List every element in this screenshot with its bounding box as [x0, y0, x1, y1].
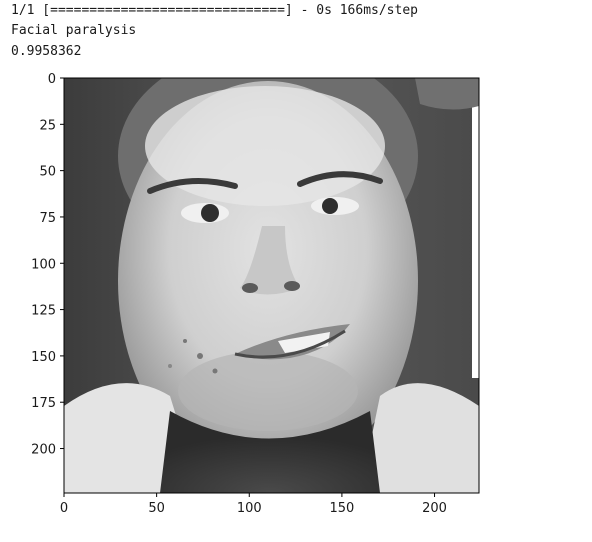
x-tick-label: 200 — [422, 501, 447, 516]
face-image — [64, 78, 479, 493]
y-tick-label: 25 — [39, 118, 56, 133]
image-figure: 0 50 100 150 200 0 25 50 75 100 125 150 175 200 — [0, 66, 592, 542]
y-tick-label: 125 — [31, 304, 56, 319]
y-axis: 0 25 50 75 100 125 150 175 200 — [31, 72, 64, 458]
confidence-score-line: 0.9958362 — [11, 44, 82, 59]
x-axis: 0 50 100 150 200 — [60, 493, 447, 516]
y-tick-label: 150 — [31, 350, 56, 365]
x-tick-label: 50 — [148, 501, 165, 516]
predicted-label-line: Facial paralysis — [11, 23, 137, 38]
x-tick-label: 150 — [329, 501, 354, 516]
y-tick-label: 200 — [31, 443, 56, 458]
progress-log-line: 1/1 [==============================] - 0… — [11, 3, 418, 18]
figure-canvas: 0 50 100 150 200 0 25 50 75 100 125 150 175 200 — [31, 72, 480, 516]
axes-frame — [63, 77, 480, 494]
y-tick-label: 50 — [39, 165, 56, 180]
y-tick-label: 0 — [48, 72, 56, 87]
x-tick-label: 100 — [237, 501, 262, 516]
x-tick-label: 0 — [60, 501, 68, 516]
y-tick-label: 75 — [39, 211, 56, 226]
y-tick-label: 175 — [31, 396, 56, 411]
y-tick-label: 100 — [31, 257, 56, 272]
